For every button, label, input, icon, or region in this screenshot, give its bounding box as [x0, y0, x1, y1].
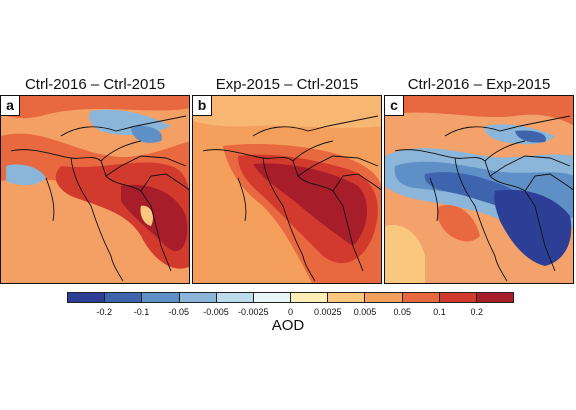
- map-panel-b: b: [192, 95, 382, 284]
- panel-b-title: Exp-2015 – Ctrl-2015: [215, 76, 359, 93]
- colorbar-swatch: [328, 293, 366, 302]
- colorbar-swatch: [216, 293, 254, 302]
- colorbar: [67, 292, 514, 303]
- panel-c-title: Ctrl-2016 – Exp-2015: [407, 76, 551, 93]
- colorbar-tick-label: -0.05: [168, 307, 190, 317]
- colorbar-swatch: [402, 293, 440, 302]
- panel-c-letter: c: [385, 96, 404, 116]
- colorbar-swatch: [253, 293, 292, 302]
- panel-b-letter: b: [193, 96, 212, 116]
- map-a-coastlines: [10, 115, 189, 282]
- colorbar-tick-label: 0.05: [393, 307, 412, 317]
- colorbar-swatch: [476, 293, 514, 302]
- colorbar-swatch: [179, 293, 217, 302]
- colorbar-tick-label: -0.1: [133, 307, 150, 317]
- map-c-field: [385, 96, 573, 283]
- colorbar-tick-label: 0: [287, 307, 294, 317]
- colorbar-tick-label: 0.005: [353, 307, 377, 317]
- colorbar-swatch: [68, 293, 106, 302]
- map-b-field: [193, 96, 381, 283]
- colorbar-tick-label: -0.005: [203, 307, 229, 317]
- colorbar-swatch: [365, 293, 403, 302]
- colorbar-tick-label: 0.0025: [313, 307, 342, 317]
- colorbar-tick-label: 0.1: [433, 307, 446, 317]
- colorbar-swatch: [105, 293, 143, 302]
- colorbar-tick-label: -0.0025: [237, 307, 269, 317]
- colorbar-label: AOD: [271, 317, 305, 334]
- panel-a-letter: a: [1, 96, 20, 116]
- colorbar-tick-label: 0.2: [470, 307, 484, 317]
- colorbar-swatch: [142, 293, 180, 302]
- colorbar-swatch: [439, 293, 477, 302]
- map-panel-a: a: [0, 95, 190, 284]
- colorbar-tick-label: -0.2: [96, 307, 113, 317]
- map-c-coastlines: [394, 115, 573, 282]
- map-b-coastlines: [202, 115, 381, 282]
- map-panel-c: c: [384, 95, 574, 284]
- panel-a-title: Ctrl-2016 – Ctrl-2015: [24, 76, 166, 93]
- colorbar-swatch: [291, 293, 329, 302]
